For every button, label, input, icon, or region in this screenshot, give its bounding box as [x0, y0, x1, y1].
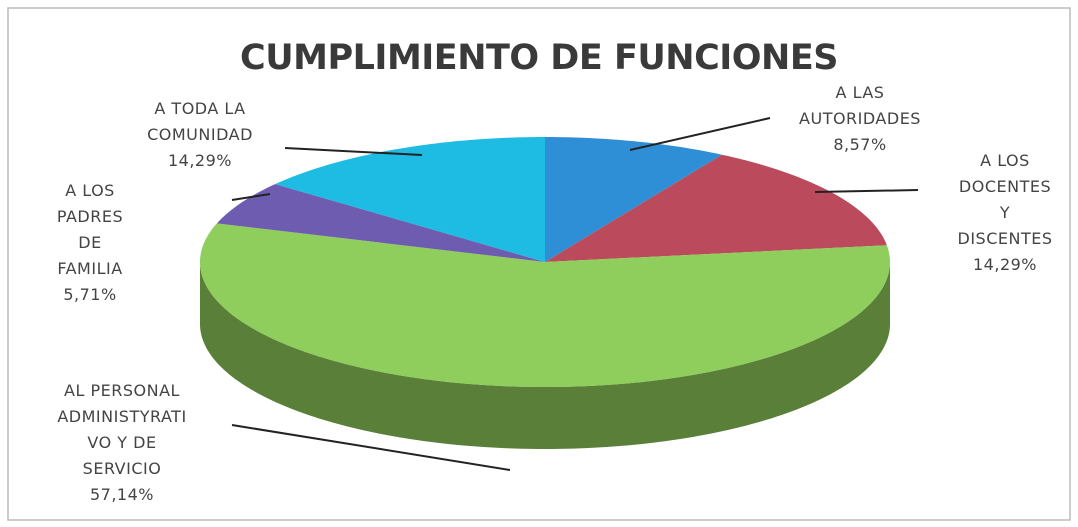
- data-label: AL PERSONAL ADMINISTYRATI VO Y DE SERVIC…: [57, 378, 186, 508]
- slice: [545, 137, 722, 262]
- slice: [200, 223, 890, 387]
- slice: [545, 154, 887, 262]
- value-label: 14,29%: [167, 151, 232, 170]
- value-label: 14,29%: [972, 255, 1038, 274]
- leader-line: [231, 424, 511, 471]
- value-label: 8,57%: [833, 135, 887, 154]
- slice: [275, 137, 545, 262]
- leader-line: [629, 117, 771, 151]
- leader-line: [231, 193, 271, 201]
- category-label: AL PERSONAL ADMINISTYRATI VO Y DE SERVIC…: [57, 381, 187, 478]
- data-label: A LOS PADRES DE FAMILIA 5,71%: [57, 178, 123, 308]
- leader-line: [814, 189, 919, 193]
- chart-title: CUMPLIMIENTO DE FUNCIONES: [240, 38, 838, 78]
- category-label: A LAS AUTORIDADES: [799, 83, 921, 128]
- value-label: 57,14%: [89, 485, 154, 504]
- category-label: A LOS DOCENTES Y DISCENTES: [957, 151, 1053, 248]
- data-label: A LAS AUTORIDADES 8,57%: [799, 80, 921, 158]
- data-label: A LOS DOCENTES Y DISCENTES 14,29%: [958, 148, 1053, 278]
- slice: [216, 184, 545, 262]
- data-label: A TODA LA COMUNIDAD 14,29%: [147, 96, 253, 174]
- frame: [7, 7, 1071, 521]
- value-label: 5,71%: [63, 285, 117, 304]
- leader-line: [284, 147, 423, 156]
- category-label: A TODA LA COMUNIDAD: [147, 99, 253, 144]
- slices: [200, 137, 890, 449]
- leader-lines: [231, 117, 919, 471]
- slice-side: [200, 262, 890, 449]
- category-label: A LOS PADRES DE FAMILIA: [56, 181, 124, 278]
